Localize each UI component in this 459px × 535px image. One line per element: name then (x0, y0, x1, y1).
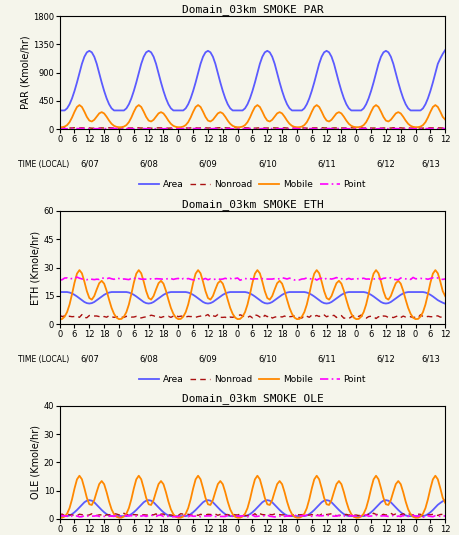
Y-axis label: PAR (Kmole/hr): PAR (Kmole/hr) (20, 36, 30, 110)
Legend: Area, Nonroad, Mobile, Point: Area, Nonroad, Mobile, Point (135, 372, 369, 388)
Text: 6/11: 6/11 (317, 160, 336, 169)
Title: Domain_03km SMOKE ETH: Domain_03km SMOKE ETH (182, 198, 323, 210)
Title: Domain_03km SMOKE PAR: Domain_03km SMOKE PAR (182, 4, 323, 15)
Text: TIME (LOCAL): TIME (LOCAL) (18, 355, 69, 364)
Text: 6/10: 6/10 (258, 160, 277, 169)
Text: 6/09: 6/09 (199, 355, 218, 364)
Text: 6/09: 6/09 (199, 160, 218, 169)
Text: 6/13: 6/13 (421, 355, 440, 364)
Text: TIME (LOCAL): TIME (LOCAL) (18, 160, 69, 169)
Text: 6/12: 6/12 (376, 355, 395, 364)
Text: 6/08: 6/08 (139, 355, 158, 364)
Text: 6/07: 6/07 (80, 355, 99, 364)
Text: 6/11: 6/11 (317, 355, 336, 364)
Legend: Area, Nonroad, Mobile, Point: Area, Nonroad, Mobile, Point (135, 177, 369, 193)
Text: 6/08: 6/08 (139, 160, 158, 169)
Y-axis label: ETH (Kmole/hr): ETH (Kmole/hr) (31, 231, 41, 304)
Title: Domain_03km SMOKE OLE: Domain_03km SMOKE OLE (182, 394, 323, 404)
Text: 6/13: 6/13 (421, 160, 440, 169)
Text: 6/12: 6/12 (376, 160, 395, 169)
Y-axis label: OLE (Kmole/hr): OLE (Kmole/hr) (31, 425, 41, 499)
Text: 6/07: 6/07 (80, 160, 99, 169)
Text: 6/10: 6/10 (258, 355, 277, 364)
